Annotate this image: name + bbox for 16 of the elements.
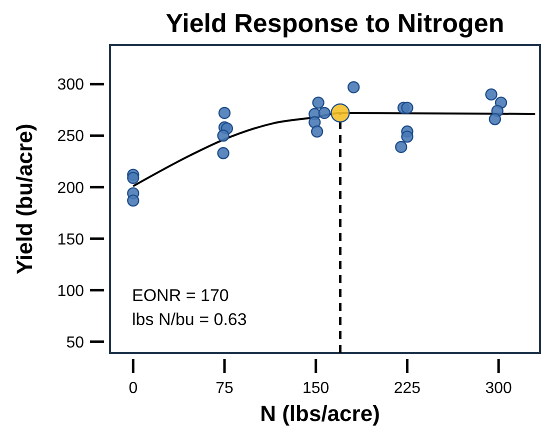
x-tick-label: 225	[394, 380, 421, 397]
x-tick-label: 75	[216, 380, 234, 397]
y-tick-label: 300	[57, 76, 84, 94]
annotation: EONR = 170	[132, 286, 229, 305]
chart-title: Yield Response to Nitrogen	[166, 8, 504, 38]
x-axis-title: N (lbs/acre)	[260, 401, 380, 426]
y-tick-label: 100	[57, 282, 84, 300]
annotation: lbs N/bu = 0.63	[132, 310, 247, 329]
y-tick-label: 200	[57, 180, 84, 197]
y-axis-title: Yield (bu/acre)	[12, 124, 37, 274]
x-tick-label: 300	[485, 380, 512, 397]
y-tick-label: 50	[66, 334, 84, 352]
y-tick-label: 250	[57, 128, 84, 146]
y-tick-label: 150	[57, 231, 84, 248]
x-tick-label: 150	[302, 380, 330, 397]
x-tick-label: 0	[128, 380, 138, 397]
